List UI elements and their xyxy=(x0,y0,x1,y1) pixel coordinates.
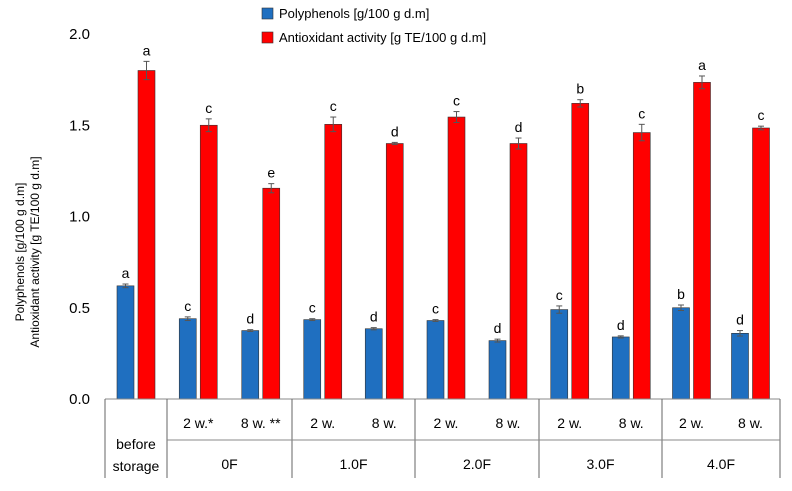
time-label: 8 w. xyxy=(619,415,644,431)
time-label: 2 w.* xyxy=(183,415,214,431)
significance-letter: d xyxy=(246,311,254,327)
antioxidant-bar xyxy=(571,103,590,400)
antioxidant-bar xyxy=(385,143,404,400)
legend-label-antioxidant: Antioxidant activity [g TE/100 g d.m] xyxy=(279,30,486,45)
group-label: 1.0F xyxy=(339,456,367,472)
antioxidant-bar xyxy=(693,82,711,400)
polyphenols-bar xyxy=(611,336,630,400)
legend-swatch-polyphenols xyxy=(261,7,274,20)
significance-letter: c xyxy=(309,300,316,316)
significance-letter: c xyxy=(432,301,439,317)
time-label: 2 w. xyxy=(310,415,335,431)
y-axis-label-line2: Antioxidant activity [g TE/100 g d.m] xyxy=(28,156,42,347)
polyphenols-bar xyxy=(241,330,260,400)
y-tick-label: 0.0 xyxy=(69,391,90,408)
y-tick-label: 1.5 xyxy=(69,117,90,134)
group-label: 4.0F xyxy=(707,456,735,472)
polyphenols-bar xyxy=(364,328,383,400)
time-label: 8 w. xyxy=(496,415,521,431)
polyphenols-bar xyxy=(116,285,135,400)
group-label: before xyxy=(116,436,156,452)
significance-letter: b xyxy=(677,286,685,302)
time-label: 8 w. ** xyxy=(241,415,281,431)
polyphenols-bar xyxy=(731,332,749,400)
significance-letter: c xyxy=(453,93,460,109)
significance-letter: a xyxy=(122,265,130,281)
antioxidant-bar xyxy=(137,70,156,400)
group-label: storage xyxy=(113,458,160,474)
significance-letter: c xyxy=(758,107,765,123)
antioxidant-bar xyxy=(199,124,218,400)
significance-letter: d xyxy=(515,119,523,135)
group-label: 2.0F xyxy=(463,456,491,472)
time-label: 2 w. xyxy=(557,415,582,431)
polyphenols-bar xyxy=(426,320,445,400)
significance-letter: d xyxy=(617,317,625,333)
significance-letter: c xyxy=(638,105,645,121)
significance-letter: c xyxy=(205,100,212,116)
group-label: 3.0F xyxy=(586,456,614,472)
antioxidant-bar xyxy=(262,187,281,400)
significance-letter: c xyxy=(556,287,563,303)
bars: a a c c d e c c d d c c d d c b d c b a d c xyxy=(116,42,770,400)
y-axis-label-line1: Polyphenols [g/100 g d.m] xyxy=(13,183,27,322)
significance-letter: d xyxy=(391,123,399,139)
polyphenols-bar xyxy=(488,340,507,400)
y-tick-label: 2.0 xyxy=(69,26,90,43)
polyphenols-bar xyxy=(550,309,569,400)
time-label: 2 w. xyxy=(434,415,459,431)
legend-swatch-antioxidant xyxy=(261,31,274,44)
significance-letter: d xyxy=(494,320,502,336)
antioxidant-bar xyxy=(752,127,770,400)
antioxidant-bar xyxy=(324,124,343,400)
y-axis-ticks: 0.0 0.5 1.0 1.5 2.0 xyxy=(69,26,90,408)
y-tick-label: 1.0 xyxy=(69,209,90,226)
significance-letter: a xyxy=(143,42,151,58)
time-label: 2 w. xyxy=(679,415,704,431)
time-label: 8 w. xyxy=(372,415,397,431)
significance-letter: d xyxy=(370,309,378,325)
polyphenols-bar xyxy=(672,307,690,400)
significance-letter: c xyxy=(184,298,191,314)
legend-label-polyphenols: Polyphenols [g/100 g d.m] xyxy=(279,6,429,21)
antioxidant-bar xyxy=(509,143,528,400)
antioxidant-bar xyxy=(632,132,651,400)
y-axis-label: Polyphenols [g/100 g d.m] Antioxidant ac… xyxy=(13,156,42,347)
significance-letter: d xyxy=(736,312,744,328)
x-axis: before storage 2 w.* 8 w. ** 0F 2 w. 8 w. 1.0F 2… xyxy=(104,398,781,478)
time-label: 8 w. xyxy=(738,415,763,431)
significance-letter: b xyxy=(576,81,584,97)
significance-letter: c xyxy=(330,98,337,114)
legend: Polyphenols [g/100 g d.m] Antioxidant act… xyxy=(261,6,486,45)
polyphenols-bar xyxy=(178,318,197,400)
polyphenols-bar xyxy=(303,319,322,400)
significance-letter: e xyxy=(267,165,275,181)
group-label: 0F xyxy=(221,456,237,472)
y-tick-label: 0.5 xyxy=(69,300,90,317)
significance-letter: a xyxy=(698,57,706,73)
antioxidant-bar xyxy=(447,116,466,400)
